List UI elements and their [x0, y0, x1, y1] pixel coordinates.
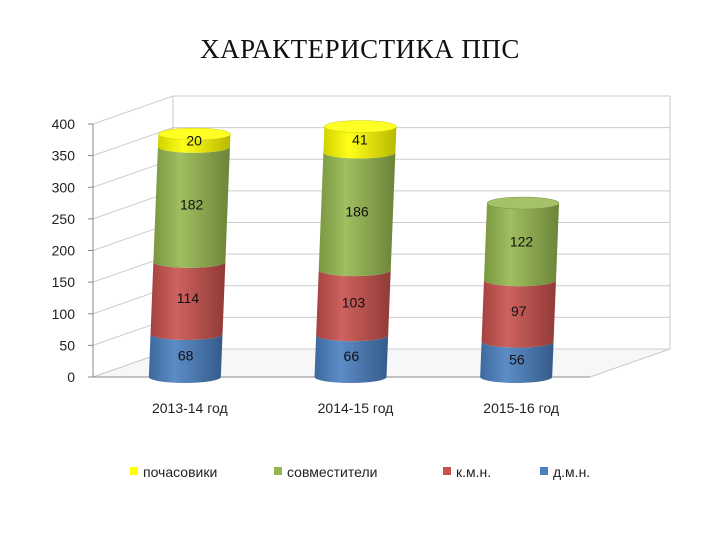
legend-label: к.м.н. — [456, 464, 491, 480]
bar-top-cap — [486, 196, 560, 210]
bar-segment — [481, 280, 556, 348]
data-label: 56 — [509, 351, 525, 367]
bar-segment — [318, 152, 396, 277]
data-label: 103 — [342, 295, 366, 311]
y-tick-label: 50 — [59, 337, 75, 353]
bar-segment — [148, 333, 223, 383]
data-label: 20 — [186, 132, 202, 148]
data-label: 186 — [345, 203, 369, 219]
legend-item: совместители — [274, 464, 377, 480]
y-tick-label: 150 — [52, 274, 76, 290]
gridline — [92, 127, 670, 157]
bar-segment — [150, 261, 226, 340]
y-tick-label: 250 — [52, 211, 76, 227]
y-tick-label: 200 — [52, 243, 76, 259]
data-label: 122 — [510, 234, 534, 250]
x-axis: 2013-14 год 2014-15 год 2015-16 год — [152, 400, 559, 416]
legend-swatch — [540, 467, 548, 475]
x-tick-label: 2015-16 год — [483, 400, 559, 416]
legend-label: д.м.н. — [553, 464, 590, 480]
legend-label: совместители — [287, 464, 377, 480]
bar-segment — [480, 341, 554, 383]
data-label: 66 — [344, 348, 360, 364]
y-tick-label: 400 — [52, 116, 76, 132]
data-label: 114 — [177, 290, 200, 306]
chart-title: ХАРАКТЕРИСТИКА ППС — [200, 34, 520, 64]
y-tick-label: 300 — [52, 179, 76, 195]
bars: 68 114 182 20 66 103 186 41 56 97 122 — [148, 120, 560, 383]
bar-segment — [157, 134, 231, 153]
x-tick-label: 2013-14 год — [152, 400, 228, 416]
legend-label: почасовики — [143, 464, 217, 480]
bar-top-cap — [324, 120, 397, 133]
legend: почасовики совместители к.м.н. д.м.н. — [130, 464, 590, 480]
legend-item: к.м.н. — [443, 464, 491, 480]
y-tick-label: 350 — [52, 148, 76, 164]
legend-swatch — [274, 467, 282, 475]
data-label: 41 — [352, 131, 368, 147]
x-tick-label: 2014-15 год — [318, 400, 394, 416]
bar-segment — [316, 270, 391, 342]
legend-swatch — [443, 467, 451, 475]
legend-swatch — [130, 467, 138, 475]
bar-top-cap — [158, 127, 231, 141]
data-label: 182 — [180, 196, 204, 212]
y-tick-label: 0 — [67, 369, 75, 385]
legend-item: д.м.н. — [540, 464, 590, 480]
y-tick-label: 100 — [52, 306, 76, 322]
gridline — [92, 95, 670, 125]
data-label: 68 — [178, 347, 194, 363]
data-label: 97 — [511, 303, 527, 319]
bar-segment — [483, 203, 560, 287]
bar-segment — [323, 126, 397, 159]
legend-item: почасовики — [130, 464, 217, 480]
bar-segment — [153, 146, 230, 268]
bar-segment — [314, 335, 389, 383]
